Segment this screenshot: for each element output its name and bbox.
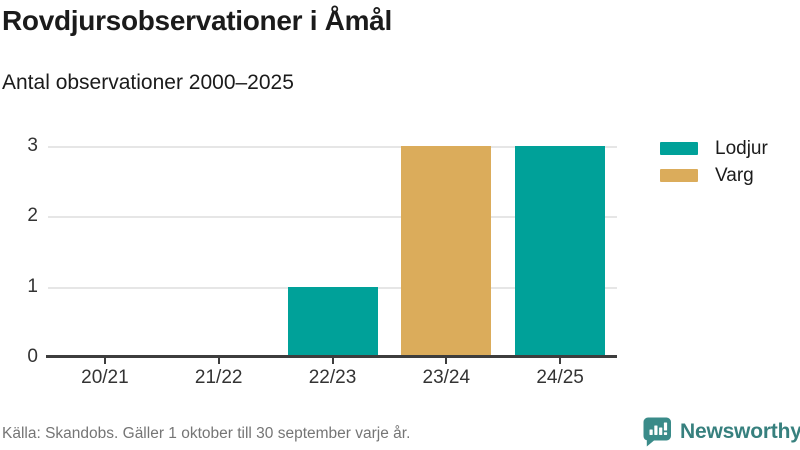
legend-item-varg: Varg xyxy=(660,162,768,189)
x-axis-line xyxy=(46,355,617,358)
x-tick-20/21 xyxy=(103,358,106,364)
chart-title: Rovdjursobservationer i Åmål xyxy=(2,5,392,36)
chart-subtitle: Antal observationer 2000–2025 xyxy=(2,71,294,94)
y-tick-label-2: 2 xyxy=(27,205,38,227)
newsworthy-logo[interactable]: Newsworthy xyxy=(642,416,800,447)
y-tick-label-3: 3 xyxy=(27,135,38,156)
legend-swatch-varg xyxy=(660,169,698,182)
newsworthy-wordmark: Newsworthy xyxy=(680,419,800,443)
legend: Lodjur Varg xyxy=(660,135,768,189)
newsworthy-bubble-icon xyxy=(643,417,671,447)
x-tick-label-24/25: 24/25 xyxy=(536,367,584,388)
legend-swatch-lodjur xyxy=(660,142,698,155)
x-tick-23/24 xyxy=(445,358,448,364)
x-tick-label-23/24: 23/24 xyxy=(422,367,471,388)
x-tick-label-22/23: 22/23 xyxy=(308,367,357,388)
y-tick-label-0: 0 xyxy=(27,346,38,367)
legend-label: Varg xyxy=(715,164,754,186)
source-note: Källa: Skandobs. Gäller 1 oktober till 3… xyxy=(2,425,411,442)
plot-area xyxy=(48,146,617,357)
x-tick-label-20/21: 20/21 xyxy=(81,367,129,388)
x-tick-21/22 xyxy=(217,358,220,364)
bar-23/24-Varg xyxy=(401,146,492,357)
y-tick-label-1: 1 xyxy=(27,275,38,297)
x-tick-24/25 xyxy=(559,358,562,364)
legend-label: Lodjur xyxy=(715,137,768,159)
bar-24/25-Lodjur xyxy=(515,146,606,357)
bar-22/23-Lodjur xyxy=(287,286,378,357)
gridline-y3 xyxy=(48,146,617,148)
legend-item-lodjur: Lodjur xyxy=(660,135,768,162)
x-tick-22/23 xyxy=(331,358,334,364)
x-tick-label-21/22: 21/22 xyxy=(194,367,243,388)
gridline-y2 xyxy=(48,216,617,219)
